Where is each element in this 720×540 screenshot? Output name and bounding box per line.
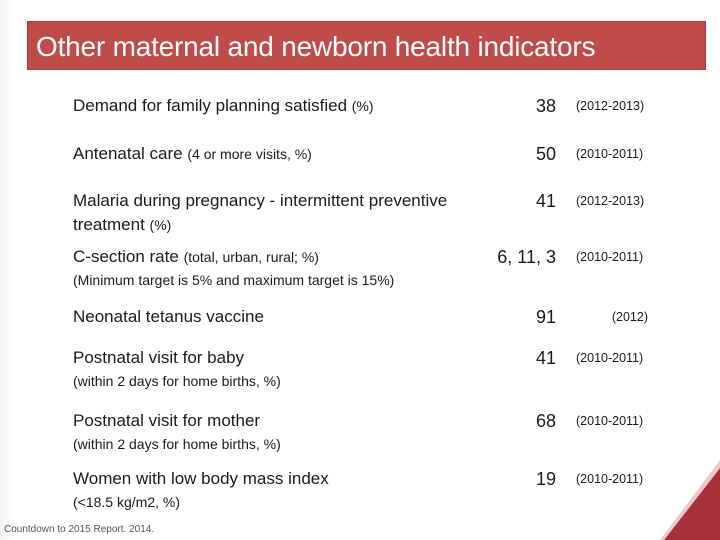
indicator-value: 50 bbox=[535, 144, 556, 164]
indicator-label: Malaria during pregnancy - intermittent … bbox=[73, 189, 491, 237]
indicator-note: (%) bbox=[149, 217, 172, 233]
slide-title: Other maternal and newborn health indica… bbox=[36, 31, 596, 62]
indicator-name: Postnatal visit for baby bbox=[73, 348, 245, 367]
source-citation: Countdown to 2015 Report. 2014. bbox=[4, 524, 155, 535]
indicator-subnote: (Minimum target is 5% and maximum target… bbox=[73, 272, 395, 288]
indicator-name: Demand for family planning satisfied bbox=[73, 96, 348, 115]
indicator-value: 19 bbox=[535, 469, 556, 489]
indicator-subnote: (within 2 days for home births, %) bbox=[73, 373, 281, 389]
indicator-period: (2012) bbox=[611, 310, 648, 324]
title-band: Other maternal and newborn health indica… bbox=[27, 21, 706, 70]
indicator-name: Antenatal care bbox=[73, 144, 183, 163]
corner-stripe bbox=[660, 460, 720, 540]
indicator-value: 91 bbox=[535, 307, 556, 327]
indicator-label: Antenatal care (4 or more visits, %) bbox=[73, 142, 493, 166]
indicator-period: (2010-2011) bbox=[576, 414, 644, 428]
indicator-period: (2010-2011) bbox=[576, 351, 644, 365]
indicator-name: Malaria during pregnancy - intermittent … bbox=[73, 191, 448, 234]
corner-decoration bbox=[660, 460, 720, 540]
indicator-value: 68 bbox=[535, 411, 556, 431]
left-edge-shading bbox=[0, 0, 14, 540]
indicator-subnote: (within 2 days for home births, %) bbox=[73, 436, 281, 452]
indicator-value: 38 bbox=[535, 96, 556, 116]
indicator-name: Neonatal tetanus vaccine bbox=[73, 307, 264, 326]
indicator-label: Neonatal tetanus vaccine bbox=[73, 305, 493, 329]
indicator-note: (total, urban, rural; %) bbox=[183, 249, 319, 265]
indicator-note: (%) bbox=[351, 98, 374, 114]
indicator-period: (2012-2013) bbox=[576, 99, 645, 113]
indicator-label: Postnatal visit for baby (within 2 days … bbox=[73, 346, 493, 392]
indicator-period: (2010-2011) bbox=[576, 250, 644, 264]
indicator-value: 41 bbox=[535, 191, 556, 211]
indicator-period: (2010-2011) bbox=[576, 472, 644, 486]
indicator-value: 41 bbox=[535, 348, 556, 368]
indicator-subnote: (<18.5 kg/m2, %) bbox=[73, 494, 180, 510]
indicator-name: C-section rate bbox=[73, 247, 179, 266]
indicator-name: Postnatal visit for mother bbox=[73, 411, 261, 430]
indicator-label: Postnatal visit for mother (within 2 day… bbox=[73, 409, 493, 455]
indicator-value: 6, 11, 3 bbox=[497, 247, 556, 267]
indicator-note: (4 or more visits, %) bbox=[187, 146, 312, 162]
indicator-period: (2010-2011) bbox=[576, 147, 644, 161]
indicator-period: (2012-2013) bbox=[576, 194, 645, 208]
indicator-name: Women with low body mass index bbox=[73, 469, 329, 488]
indicator-label: Women with low body mass index (<18.5 kg… bbox=[73, 467, 493, 513]
indicator-label: Demand for family planning satisfied (%) bbox=[73, 94, 493, 118]
indicator-label: C-section rate (total, urban, rural; %) … bbox=[73, 245, 493, 291]
